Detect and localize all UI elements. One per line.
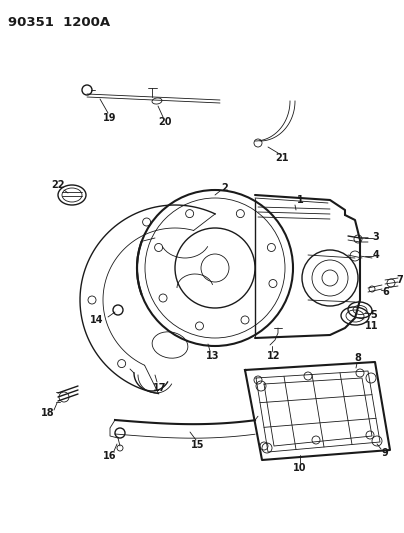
- Text: 5: 5: [370, 310, 377, 320]
- Text: 6: 6: [383, 287, 389, 297]
- Text: 4: 4: [372, 250, 379, 260]
- Text: 19: 19: [103, 113, 117, 123]
- Text: 10: 10: [293, 463, 307, 473]
- Text: 17: 17: [153, 383, 167, 393]
- Text: 2: 2: [222, 183, 228, 193]
- Text: 11: 11: [365, 321, 379, 331]
- Text: 22: 22: [51, 180, 65, 190]
- Text: 8: 8: [355, 353, 362, 363]
- Text: 1: 1: [297, 195, 303, 205]
- Text: 21: 21: [275, 153, 289, 163]
- Text: 20: 20: [158, 117, 172, 127]
- Text: 3: 3: [372, 232, 379, 242]
- Text: 12: 12: [267, 351, 281, 361]
- Text: 15: 15: [191, 440, 205, 450]
- Text: 14: 14: [90, 315, 104, 325]
- Text: 13: 13: [206, 351, 220, 361]
- Text: 90351  1200A: 90351 1200A: [8, 16, 110, 29]
- Text: 16: 16: [103, 451, 117, 461]
- Text: 7: 7: [397, 275, 403, 285]
- Text: 9: 9: [382, 448, 388, 458]
- Text: 18: 18: [41, 408, 55, 418]
